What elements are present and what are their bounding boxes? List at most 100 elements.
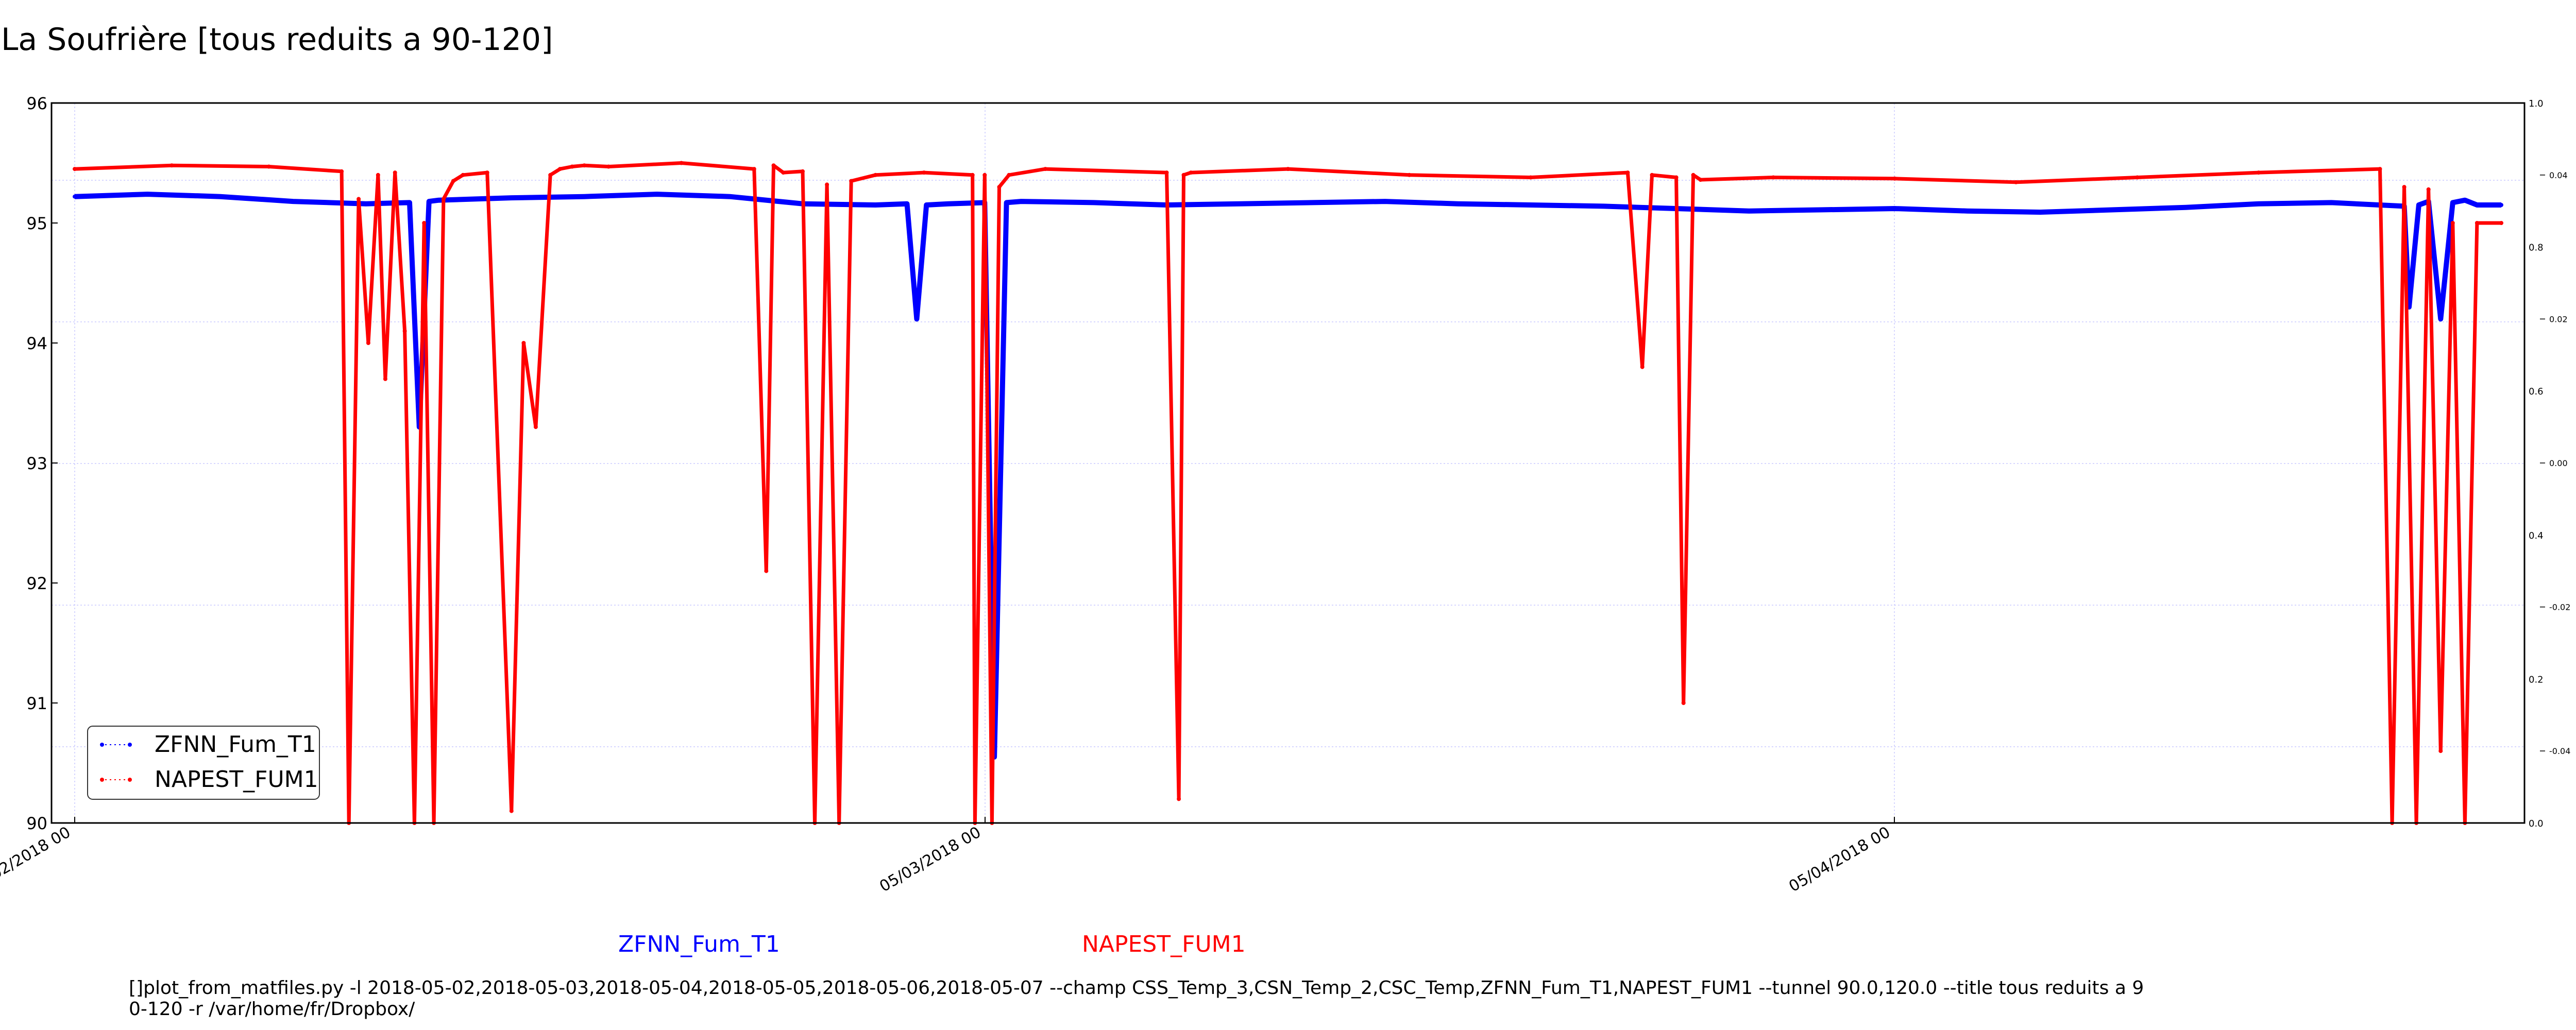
series-1-point-8 [383,376,387,381]
series-0-point-11 [655,192,659,197]
series-1-point-50 [1407,173,1412,177]
series-1-point-27 [752,167,756,171]
series-1-point-58 [1698,178,1703,182]
series-0-point-48 [2475,203,2479,207]
series-1-point-21 [548,173,553,177]
right-major-label-5: 1.0 [2529,98,2544,109]
series-1-point-7 [376,173,380,177]
series-0-point-39 [2257,201,2261,206]
series-1-point-56 [1681,701,1686,705]
series-1-point-72 [2475,221,2479,225]
y-tick-label-2: 92 [26,574,47,593]
series-0-point-29 [1529,203,1533,207]
series-1-point-45 [1164,170,1169,175]
series-label-napest: NAPEST_FUM1 [1082,931,1246,957]
series-0-point-32 [1747,209,1751,213]
series-0-point-10 [582,194,587,199]
series-0-point-17 [924,203,929,207]
series-1-point-47 [1181,173,1186,177]
series-1-point-29 [771,163,776,168]
series-0-point-21 [1004,200,1009,205]
y-tick-label-1: 91 [26,694,47,713]
series-0-point-37 [2111,208,2115,212]
series-1-point-53 [1640,365,1645,369]
series-1-point-43 [1007,173,1011,177]
series-1-point-63 [2257,170,2261,175]
series-0-point-23 [1092,200,1096,205]
series-1-point-51 [1529,175,1533,180]
right-major-label-2: 0.4 [2529,530,2544,541]
series-1-point-61 [2014,180,2018,184]
series-1-point-0 [73,167,77,171]
series-0-point-46 [2450,200,2455,205]
series-1-point-40 [982,173,987,177]
series-0-point-34 [1892,207,1897,211]
series-1-point-24 [582,163,587,168]
x-tick-label-2: 05/04/2018 00 [1786,823,1893,896]
series-0-point-15 [905,201,909,206]
series-0-point-36 [2038,210,2043,214]
series-1-point-64 [2378,167,2382,171]
series-0-point-27 [1383,199,1387,204]
series-1-point-66 [2402,185,2406,190]
series-0-point-8 [436,198,441,202]
series-0-point-33 [1820,208,1824,212]
series-0-point-4 [364,201,368,206]
series-1-point-28 [764,569,769,573]
series-0-point-40 [2329,200,2334,205]
series-0-point-25 [1237,201,1242,206]
series-0-point-38 [2183,205,2188,210]
series-1-point-19 [521,341,526,345]
series-1-point-38 [970,173,975,177]
right-minor-label-0: -0.04 [2549,746,2570,756]
gridlines [52,103,2524,823]
series-1-point-17 [485,170,489,175]
y-tick-label-5: 95 [26,214,47,233]
series-1-point-5 [357,197,361,201]
legend-box: ZFNN_Fum_T1 NAPEST_FUM1 [87,726,320,800]
series-1-point-62 [2135,175,2140,180]
series-0-point-16 [914,317,919,321]
right-axis: 0.0 0.2 0.4 0.6 0.8 1.0 -0.04 -0.02 0.00 0.02 0.04 [2529,98,2570,829]
series-1-point-23 [570,164,574,169]
series-1-point-52 [1625,170,1630,175]
series-1-point-46 [1177,797,1181,801]
legend-label-napest: NAPEST_FUM1 [155,766,318,793]
series-0-point-3 [291,199,295,204]
series-0-point-30 [1601,204,1606,209]
right-minor-label-3: 0.02 [2549,314,2568,324]
series-line-0 [74,192,2501,760]
x-axis: 02/2018 00 05/03/2018 00 05/04/2018 00 [0,817,1895,896]
series-1-point-37 [922,170,926,175]
series-0-point-14 [873,203,878,207]
series-0-point-0 [73,194,77,199]
series-1-point-60 [1892,176,1897,181]
series-0-point-43 [2416,203,2421,207]
series-label-zfnn: ZFNN_Fum_T1 [618,931,780,957]
series-1-point-73 [2499,221,2503,225]
series-1-point-36 [873,173,878,177]
series-1-point-9 [393,170,397,175]
series-0-point-49 [2499,203,2503,207]
series-0-point-9 [509,196,514,200]
right-major-label-4: 0.8 [2529,243,2544,253]
series-1-point-68 [2426,187,2431,192]
right-major-label-0: 0.0 [2529,818,2544,829]
command-line: []plot_from_matfiles.py -l 2018-05-02,20… [129,977,2144,1020]
series-1-point-20 [533,425,538,430]
series-1-point-57 [1691,173,1696,177]
series-0-point-22 [1019,199,1023,204]
y-tick-label-3: 93 [26,454,47,473]
series-1-point-16 [461,173,465,177]
y-axis: 90 91 92 93 94 95 96 [26,94,58,833]
series-1-point-55 [1674,175,1679,180]
right-minor-label-2: 0.00 [2549,458,2568,468]
series-1-point-48 [1189,170,1193,175]
series-0-point-45 [2438,317,2443,321]
series-1-point-54 [1650,173,1654,177]
series-1-point-1 [170,163,174,168]
series-1-point-59 [1771,175,1775,180]
series-1-point-10 [402,329,407,333]
series-1-point-70 [2450,221,2455,225]
series-1-point-44 [1043,167,1047,171]
